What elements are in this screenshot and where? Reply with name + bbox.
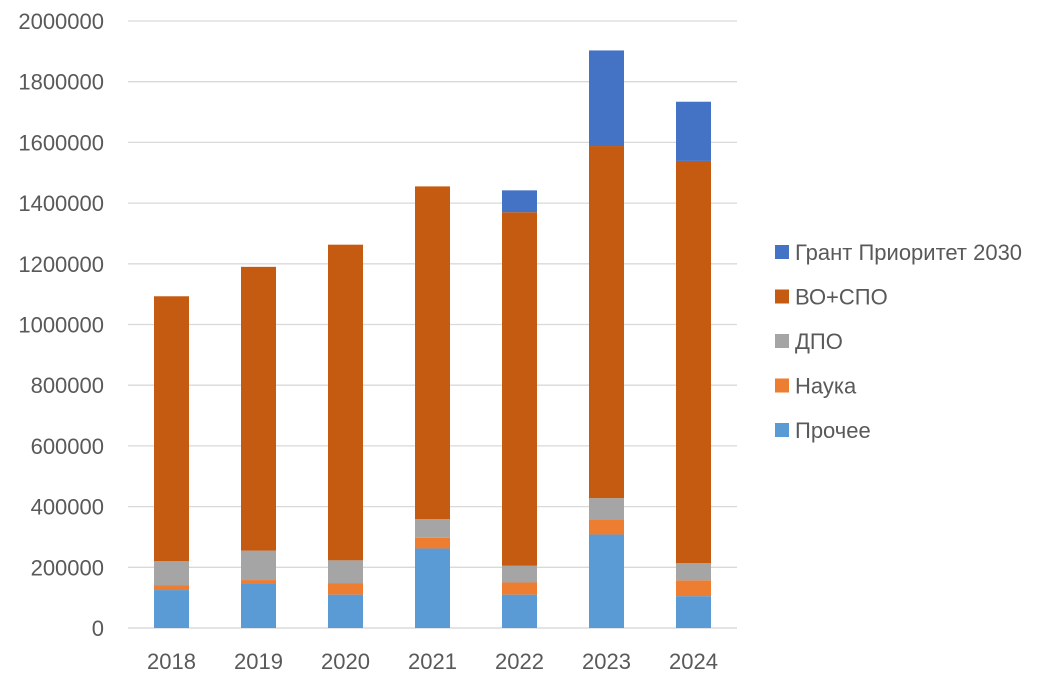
bar-segment-2020-0 bbox=[328, 594, 363, 628]
bar-segment-2020-3 bbox=[328, 244, 363, 561]
bar-segment-2022-2 bbox=[502, 565, 537, 583]
legend-label: ВО+СПО bbox=[795, 285, 888, 310]
bar-segment-2018-3 bbox=[154, 296, 189, 562]
legend-swatch bbox=[775, 423, 789, 437]
x-tick-label: 2020 bbox=[321, 649, 370, 674]
y-tick-label: 1800000 bbox=[18, 70, 104, 95]
bar-segment-2024-0 bbox=[676, 596, 711, 628]
bar-segment-2024-2 bbox=[676, 563, 711, 581]
bar-segment-2023-1 bbox=[589, 519, 624, 535]
y-tick-label: 2000000 bbox=[18, 9, 104, 34]
x-tick-label: 2022 bbox=[495, 649, 544, 674]
legend-item: ДПО bbox=[775, 329, 843, 354]
bar-segment-2019-2 bbox=[241, 550, 276, 581]
bar-segment-2023-2 bbox=[589, 498, 624, 520]
bar-segment-2022-0 bbox=[502, 594, 537, 628]
y-tick-label: 400000 bbox=[31, 495, 104, 520]
bar-segment-2024-4 bbox=[676, 101, 711, 161]
bar-segment-2021-1 bbox=[415, 537, 450, 549]
bar-segment-2024-3 bbox=[676, 160, 711, 564]
bar-segment-2023-0 bbox=[589, 534, 624, 628]
y-tick-label: 0 bbox=[92, 616, 104, 641]
x-axis-tick-labels: 2018 2019 2020 2021 2022 2023 2024 bbox=[147, 649, 718, 674]
y-tick-label: 200000 bbox=[31, 555, 104, 580]
bar-segment-2020-1 bbox=[328, 583, 363, 595]
bar-segment-2022-4 bbox=[502, 190, 537, 213]
bar-segment-2019-3 bbox=[241, 266, 276, 551]
x-tick-label: 2021 bbox=[408, 649, 457, 674]
bar-segment-2021-0 bbox=[415, 548, 450, 628]
legend-item: Наука bbox=[775, 374, 857, 399]
bar-segment-2018-2 bbox=[154, 561, 189, 586]
y-axis-tick-labels: 0 200000 400000 600000 800000 1000000 1200000 1… bbox=[18, 9, 104, 641]
bar-segment-2021-3 bbox=[415, 186, 450, 520]
legend-swatch bbox=[775, 289, 789, 304]
legend: Грант Приоритет 2030 ВО+СПО ДПО Наука Прочее bbox=[775, 240, 1022, 443]
bar-segment-2018-1 bbox=[154, 585, 189, 591]
legend-label: Наука bbox=[795, 374, 857, 399]
y-tick-label: 1200000 bbox=[18, 252, 104, 277]
bar-segment-2018-0 bbox=[154, 590, 189, 628]
bar-segment-2022-1 bbox=[502, 582, 537, 595]
y-tick-label: 1400000 bbox=[18, 191, 104, 216]
bar-segment-2024-1 bbox=[676, 580, 711, 597]
y-tick-label: 600000 bbox=[31, 434, 104, 459]
legend-label: Прочее bbox=[795, 418, 871, 443]
bar-segment-2023-4 bbox=[589, 50, 624, 147]
legend-label: ДПО bbox=[795, 329, 843, 354]
bar-segment-2021-2 bbox=[415, 519, 450, 538]
legend-swatch bbox=[775, 245, 789, 259]
y-tick-label: 800000 bbox=[31, 373, 104, 398]
bar-segment-2020-2 bbox=[328, 560, 363, 584]
legend-item: Прочее bbox=[775, 418, 871, 443]
legend-label: Грант Приоритет 2030 bbox=[795, 240, 1022, 265]
x-tick-label: 2024 bbox=[669, 649, 718, 674]
bar-segment-2023-3 bbox=[589, 146, 624, 499]
y-tick-label: 1600000 bbox=[18, 130, 104, 155]
bar-segment-2019-1 bbox=[241, 580, 276, 584]
x-tick-label: 2018 bbox=[147, 649, 196, 674]
bars bbox=[154, 50, 711, 628]
y-tick-label: 1000000 bbox=[18, 313, 104, 338]
bar-segment-2019-0 bbox=[241, 583, 276, 628]
legend-swatch bbox=[775, 334, 789, 348]
x-tick-label: 2023 bbox=[582, 649, 631, 674]
x-tick-label: 2019 bbox=[234, 649, 283, 674]
bar-segment-2022-3 bbox=[502, 212, 537, 566]
legend-item: ВО+СПО bbox=[775, 285, 888, 310]
legend-item: Грант Приоритет 2030 bbox=[775, 240, 1022, 265]
legend-swatch bbox=[775, 378, 789, 393]
